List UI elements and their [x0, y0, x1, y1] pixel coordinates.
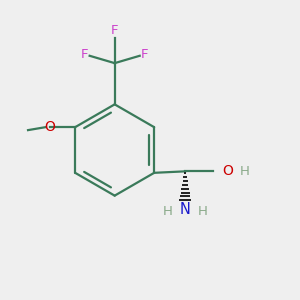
Text: N: N [180, 202, 190, 217]
Text: F: F [81, 48, 88, 61]
Text: O: O [222, 164, 233, 178]
Text: H: H [163, 205, 173, 218]
Text: H: H [197, 205, 207, 218]
Text: F: F [141, 48, 149, 61]
Text: H: H [240, 165, 250, 178]
Text: F: F [111, 24, 118, 37]
Text: O: O [45, 120, 56, 134]
